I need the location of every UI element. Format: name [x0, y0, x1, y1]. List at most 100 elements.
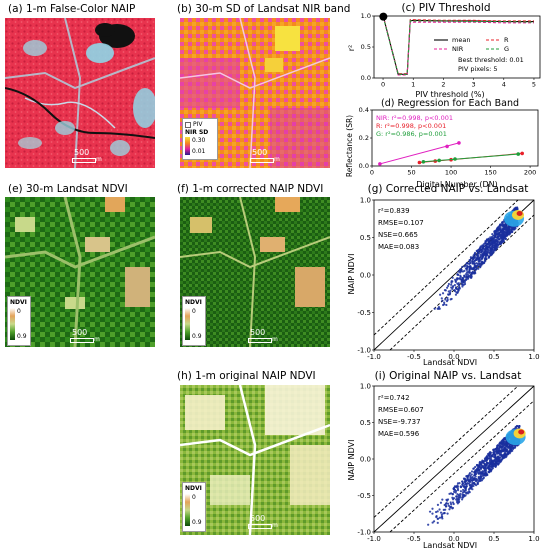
- scatter-point: [459, 271, 462, 274]
- scatter-point: [453, 488, 457, 492]
- scatter-point: [502, 238, 505, 241]
- scatter-point: [495, 231, 499, 234]
- scatter-point: [478, 263, 482, 266]
- scatter-point: [447, 284, 450, 288]
- scatter-point: [427, 523, 430, 526]
- scatter-point: [441, 517, 444, 520]
- scatter-point: [476, 482, 479, 486]
- scatter-point: [510, 444, 514, 448]
- scatter-point: [473, 262, 476, 265]
- scatter-point: [498, 228, 501, 231]
- panel-e-title: (e) 30-m Landsat NDVI: [8, 183, 128, 195]
- scatter-point: [440, 297, 443, 300]
- scatter-point: [494, 229, 497, 232]
- scatter-point: [489, 463, 492, 466]
- scatter-point: [472, 479, 476, 482]
- scatter-point: [469, 275, 472, 278]
- scatter-point: [504, 227, 507, 230]
- scatter-point: [495, 452, 498, 455]
- legend-title: NIR SD: [185, 129, 209, 136]
- scatter-point: [474, 465, 477, 469]
- panel-a-title: (a) 1-m False-Color NAIP: [8, 3, 136, 15]
- scatter-point: [476, 469, 479, 472]
- panel-f-scalebar: [248, 338, 272, 343]
- panel-h-legend: NDVI 0 0.9: [182, 482, 206, 532]
- scatter-point: [461, 488, 465, 492]
- scatter-point: [444, 298, 447, 301]
- panel-c-ylabel: r²: [347, 45, 356, 52]
- scatter-point: [438, 516, 441, 519]
- scatter-point: [454, 293, 458, 296]
- scatter-point: [441, 498, 444, 501]
- legend-max: 0: [17, 308, 21, 315]
- scatter-point: [491, 233, 494, 236]
- legend-title: NDVI: [185, 299, 202, 306]
- scatter-point: [462, 493, 465, 496]
- scatter-point: [478, 461, 481, 464]
- scatter-point: [481, 473, 484, 476]
- scatter-point: [484, 259, 487, 263]
- scatter-point: [484, 247, 487, 251]
- scatter-point: [471, 271, 475, 274]
- stat-rmse: RMSE=0.607: [378, 406, 424, 414]
- scatter-point: [461, 480, 464, 483]
- scatter-point: [475, 254, 479, 257]
- data-point-r: [417, 160, 422, 165]
- scatter-point: [466, 491, 469, 494]
- scatter-point: [452, 497, 456, 500]
- scatter-point: [503, 223, 506, 226]
- scatter-point: [514, 227, 517, 230]
- scatter-point: [493, 459, 496, 462]
- scatter-point: [518, 425, 521, 428]
- scatter-point: [493, 239, 496, 243]
- scatter-point: [459, 274, 462, 277]
- scatter-point: [496, 226, 500, 229]
- scatter-point: [486, 473, 489, 477]
- scatter-point: [512, 208, 515, 212]
- panel-b-scalebar-label: 500: [252, 148, 268, 157]
- scatter-point: [465, 474, 468, 478]
- scatter-point: [464, 487, 468, 490]
- scatter-point: [439, 501, 443, 504]
- scatter-point: [454, 491, 457, 494]
- scatter-point: [499, 453, 503, 456]
- panel-h-scalebar-label: 500: [250, 514, 266, 523]
- scatter-point: [500, 237, 504, 240]
- scatter-point: [431, 512, 434, 515]
- best-threshold-text: Best threshold: 0.01: [458, 56, 524, 64]
- panel-c-xlabel: PIV threshold (%): [415, 90, 484, 99]
- x-tick-label: 50: [407, 169, 415, 177]
- scatter-point: [449, 492, 453, 495]
- scatter-point: [484, 256, 487, 259]
- y-tick-label: 0.0: [359, 162, 369, 170]
- scatter-point: [446, 298, 449, 302]
- scatter-point: [496, 444, 499, 448]
- panel-b-scalebar: [250, 158, 274, 163]
- scatter-point: [461, 270, 465, 273]
- scatter-point: [451, 493, 454, 496]
- scatter-point: [453, 283, 457, 287]
- panel-f-legend: NDVI 0 0.9: [182, 296, 206, 346]
- scatter-point: [515, 425, 518, 428]
- scatter-point: [474, 253, 477, 256]
- nir-sd-image: [180, 18, 330, 168]
- scatter-point: [457, 498, 461, 501]
- scatter-point: [494, 234, 497, 237]
- scatter-point: [446, 512, 449, 515]
- scatter-point: [495, 460, 498, 464]
- panel-e-scalebar-unit: m: [94, 336, 100, 343]
- scatter-point: [436, 517, 440, 520]
- legend-max: 0: [192, 308, 196, 315]
- scatter-point: [463, 274, 466, 277]
- y-tick-label: 0.4: [359, 106, 369, 114]
- scatter-point: [467, 276, 470, 279]
- scatter-point: [464, 478, 467, 482]
- scatter-point: [505, 225, 508, 228]
- scatter-point: [504, 234, 507, 238]
- scatter-point: [473, 473, 477, 476]
- scatter-point: [501, 438, 505, 442]
- legend-max: 0.30: [192, 137, 206, 144]
- panel-f-scalebar-unit: m: [272, 336, 278, 343]
- scatter-point: [433, 307, 436, 310]
- scatter-point: [504, 449, 507, 452]
